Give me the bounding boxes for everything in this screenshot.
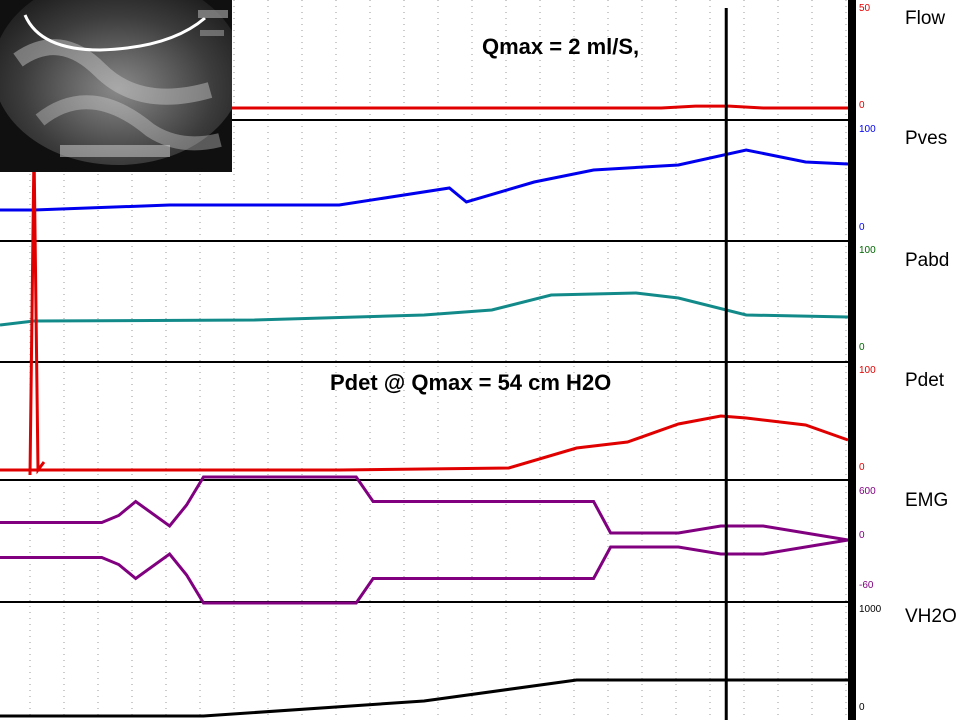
scale-pdet-top: 100 [859, 365, 876, 376]
channel-label-emg: EMG [905, 490, 949, 511]
channel-label-pabd: Pabd [905, 250, 950, 271]
series-line-vh2o [0, 678, 848, 718]
scale-emg-bottom: -60 [859, 580, 874, 591]
channel-axis-strip [848, 0, 856, 720]
scale-vh2o-top: 1000 [859, 604, 882, 615]
channel-label-vh2o: VH2O [905, 606, 957, 627]
scale-pabd-bottom: 0 [859, 342, 865, 353]
scale-pves-bottom: 0 [859, 222, 865, 233]
channel-label-flow: Flow [905, 8, 946, 29]
scale-pabd-top: 100 [859, 245, 876, 256]
qmax-annotation: Qmax = 2 ml/S, [482, 34, 640, 59]
scale-emg-mid: 0 [859, 530, 865, 541]
pdet-artefact-spike [28, 149, 46, 476]
fluoroscopy-image [0, 0, 232, 172]
pdet-at-qmax-annotation: Pdet @ Qmax = 54 cm H2O [330, 370, 612, 395]
scale-flow-bottom: 0 [859, 100, 865, 111]
scale-pves-top: 100 [859, 124, 876, 135]
series-line-pdet [0, 414, 849, 472]
series-line-emg-upper [0, 475, 849, 542]
series-line-pves [0, 148, 849, 212]
series-line-emg-lower [0, 538, 849, 605]
channel-label-pves: Pves [905, 128, 948, 149]
series-line-flow [0, 104, 848, 110]
scale-pdet-bottom: 0 [859, 462, 865, 473]
scale-vh2o-bottom: 0 [859, 702, 865, 713]
scale-emg-top: 600 [859, 486, 876, 497]
channel-label-pdet: Pdet [905, 370, 945, 391]
scale-flow-top: 50 [859, 3, 871, 14]
series-line-pabd [0, 291, 849, 327]
